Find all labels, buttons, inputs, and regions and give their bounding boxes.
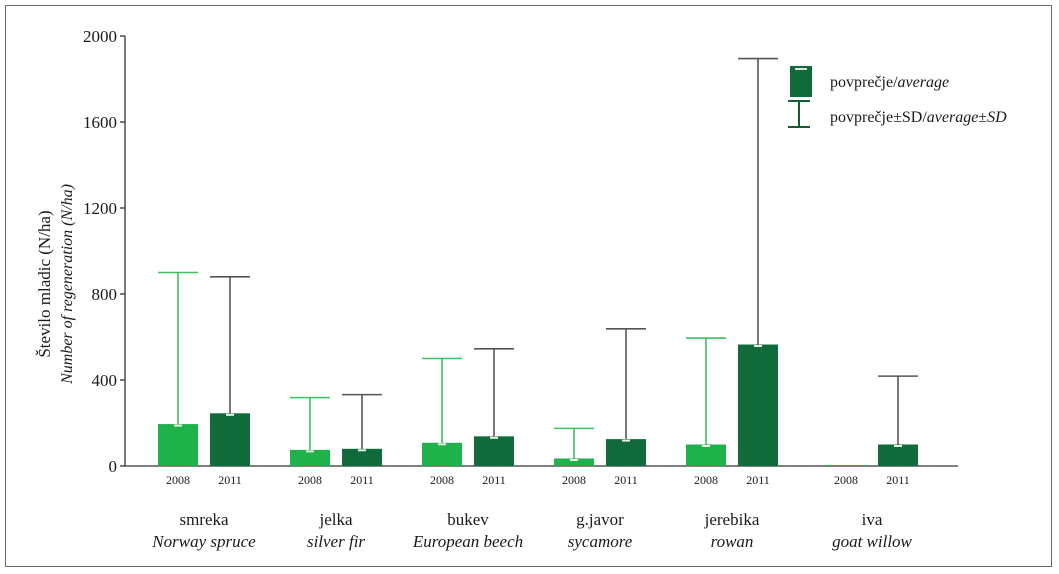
chart-marks: 2008 2011 smreka Norway spruce 2008 2011 jelka… xyxy=(151,57,918,551)
y-axis-title: Število mladic (N/ha) Number of regenera… xyxy=(35,184,76,385)
year-label-2011: 2011 xyxy=(886,473,910,487)
legend-sd-plain: povprečje±SD/ xyxy=(830,109,927,126)
bar-2008 xyxy=(554,458,594,466)
y-tick-label: 2000 xyxy=(83,27,117,46)
y-axis-label: Število mladic (N/ha) xyxy=(35,210,54,357)
category-label: smreka xyxy=(179,510,229,529)
bar-2008 xyxy=(826,465,866,466)
legend-average-label: povprečje/average xyxy=(830,74,949,91)
year-label-2011: 2011 xyxy=(614,473,638,487)
year-label-2008: 2008 xyxy=(562,473,586,487)
category-label-en: European beech xyxy=(412,532,523,551)
bar-2011 xyxy=(878,444,918,466)
category-label-en: Norway spruce xyxy=(151,532,256,551)
category-label: bukev xyxy=(447,510,489,529)
bar-2011 xyxy=(738,344,778,466)
year-label-2008: 2008 xyxy=(166,473,190,487)
bar-2008 xyxy=(686,444,726,466)
bar-2008 xyxy=(158,424,198,466)
legend-average-plain: povprečje/ xyxy=(830,74,898,91)
bar-2011 xyxy=(606,439,646,466)
year-label-2008: 2008 xyxy=(834,473,858,487)
year-label-2011: 2011 xyxy=(218,473,242,487)
axes: 0 400 800 1200 1600 2000 xyxy=(83,27,958,476)
legend-average-swatch xyxy=(790,66,812,97)
category-label-en: goat willow xyxy=(832,532,912,551)
chart-frame xyxy=(5,5,1052,567)
y-axis-label-en: Number of regeneration (N/ha) xyxy=(59,184,76,385)
bar-2008 xyxy=(422,442,462,466)
category-label-en: rowan xyxy=(711,532,754,551)
year-label-2008: 2008 xyxy=(694,473,718,487)
category-label-en: sycamore xyxy=(568,532,633,551)
legend-sd-label: povprečje±SD/average±SD xyxy=(830,109,1007,126)
y-tick-label: 0 xyxy=(109,457,118,476)
bar-2011 xyxy=(342,448,382,466)
year-label-2008: 2008 xyxy=(430,473,454,487)
y-tick-label: 1600 xyxy=(83,113,117,132)
legend-average-italic: average xyxy=(898,74,950,91)
category-label: jerebika xyxy=(704,510,760,529)
year-label-2011: 2011 xyxy=(482,473,506,487)
year-label-2011: 2011 xyxy=(350,473,374,487)
legend-sd-italic: average±SD xyxy=(927,109,1007,126)
category-label: g.javor xyxy=(576,510,624,529)
y-tick-label: 1200 xyxy=(83,199,117,218)
category-label-en: silver fir xyxy=(307,532,365,551)
year-label-2011: 2011 xyxy=(746,473,770,487)
bar-2011 xyxy=(210,413,250,466)
y-tick-label: 800 xyxy=(92,285,118,304)
year-label-2008: 2008 xyxy=(298,473,322,487)
legend: povprečje/average povprečje±SD/average±S… xyxy=(788,66,1007,128)
bar-2011 xyxy=(474,436,514,466)
category-label: iva xyxy=(862,510,883,529)
y-tick-label: 400 xyxy=(92,371,118,390)
bar-2008 xyxy=(290,449,330,466)
category-label: jelka xyxy=(318,510,352,529)
